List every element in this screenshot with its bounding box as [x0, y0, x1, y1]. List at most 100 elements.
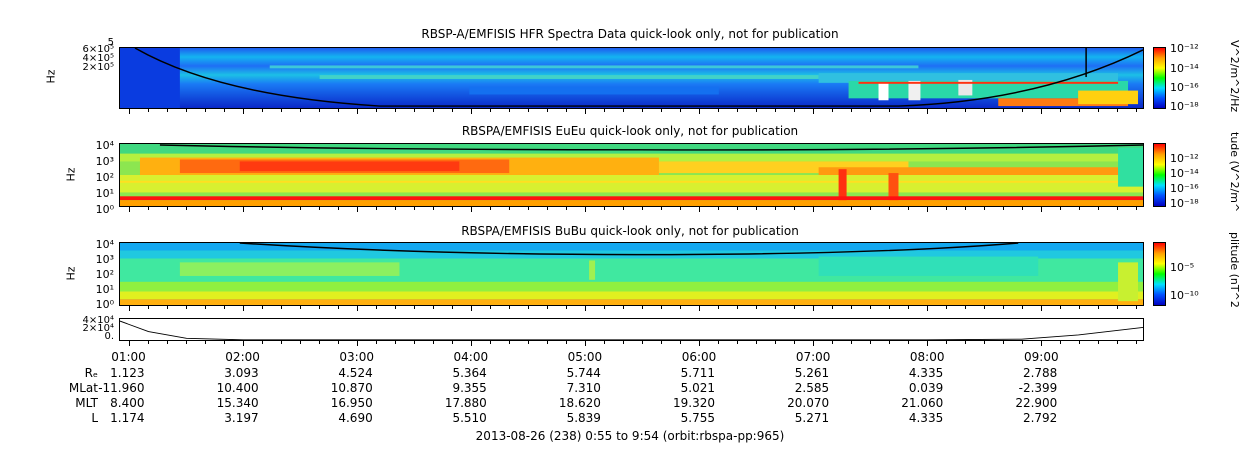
x-tick-mark: [1060, 109, 1062, 112]
x-tick-mark: [965, 341, 967, 344]
x-tick-mark: [337, 306, 339, 309]
x-tick-mark: [546, 306, 548, 309]
x-tick-mark: [318, 341, 320, 344]
x-tick-mark: [1041, 109, 1043, 114]
panel2-cbtick-1: 10⁻¹⁴: [1170, 167, 1199, 180]
ephemeris-value: 10.400: [216, 381, 259, 395]
x-tick-mark: [375, 207, 377, 210]
x-tick-mark: [718, 306, 720, 309]
ephemeris-value: 1.174: [110, 411, 145, 425]
x-tick-mark: [470, 207, 472, 212]
x-tick-mark: [280, 306, 282, 309]
x-tick-mark: [451, 109, 453, 112]
panel2-cbtick-2: 10⁻¹⁶: [1170, 182, 1199, 195]
x-tick-mark: [356, 341, 358, 346]
x-tick-mark: [413, 306, 415, 309]
x-tick-mark: [737, 109, 739, 112]
time-label: 09:00: [1024, 350, 1059, 364]
x-tick-mark: [1041, 341, 1043, 346]
x-tick-mark: [394, 341, 396, 344]
x-tick-mark: [870, 341, 872, 344]
ephemeris-value: 21.060: [901, 396, 944, 410]
x-tick-mark: [832, 341, 834, 344]
x-tick-mark: [927, 306, 929, 311]
x-tick-mark: [984, 341, 986, 344]
ephemeris-value: 10.870: [330, 381, 373, 395]
x-tick-mark: [299, 207, 301, 210]
x-tick-mark: [394, 109, 396, 112]
ephemeris-value: 5.839: [566, 411, 601, 425]
panel2-trace-line: [159, 144, 1143, 151]
x-tick-mark: [946, 306, 948, 309]
x-tick-mark: [660, 341, 662, 344]
time-label: 03:00: [339, 350, 374, 364]
x-tick-mark: [622, 306, 624, 309]
ephemeris-value: 4.690: [338, 411, 373, 425]
x-tick-mark: [147, 109, 149, 112]
panel3-ytick-4: 10⁰: [95, 298, 114, 311]
x-tick-mark: [851, 306, 853, 309]
x-tick-mark: [794, 341, 796, 344]
x-tick-mark: [337, 109, 339, 112]
ephemeris-value: 0.039: [908, 381, 944, 395]
panel1-cbtick-2: 10⁻¹⁶: [1170, 81, 1199, 94]
x-tick-mark: [775, 306, 777, 309]
x-tick-mark: [756, 341, 758, 344]
x-tick-mark: [432, 341, 434, 344]
panel3-spectrogram: [119, 242, 1144, 306]
x-tick-mark: [813, 341, 815, 346]
ephemeris-value: 5.261: [794, 366, 830, 380]
x-tick-mark: [641, 207, 643, 210]
ephemeris-row-label: MLT: [75, 396, 98, 410]
x-tick-mark: [527, 207, 529, 210]
x-tick-mark: [147, 207, 149, 210]
x-tick-mark: [756, 207, 758, 210]
panel1-ylabel: Hz: [44, 69, 58, 84]
x-tick-mark: [261, 341, 263, 344]
x-tick-mark: [889, 341, 891, 344]
x-tick-mark: [508, 306, 510, 309]
x-tick-mark: [299, 341, 301, 344]
x-tick-mark: [984, 306, 986, 309]
x-tick-mark: [699, 341, 700, 346]
x-tick-mark: [1098, 306, 1100, 309]
ephemeris-value: 20.070: [787, 396, 830, 410]
x-tick-mark: [508, 207, 510, 210]
panel3-cbtick-0: 10⁻⁵: [1170, 261, 1195, 274]
x-tick-mark: [128, 341, 130, 346]
x-tick-mark: [470, 341, 472, 346]
x-tick-mark: [1041, 207, 1043, 212]
ephemeris-value: 5.755: [680, 411, 716, 425]
panel3-ytick-1: 10³: [95, 253, 114, 266]
panel2-ytick-0: 10⁴: [95, 139, 114, 152]
panel1-cbtick-1: 10⁻¹⁴: [1170, 62, 1199, 75]
x-tick-mark: [242, 341, 244, 346]
x-tick-mark: [280, 207, 282, 210]
x-tick-mark: [775, 109, 777, 112]
time-label: 07:00: [795, 350, 831, 364]
panel1-ytick-0: 6×10⁵: [82, 44, 114, 55]
panel1-cbtick-0: 10⁻¹²: [1170, 42, 1199, 55]
x-tick-mark: [318, 207, 320, 210]
x-tick-mark: [565, 109, 567, 112]
x-tick-mark: [489, 109, 491, 112]
x-tick-mark: [1136, 306, 1138, 309]
x-tick-mark: [337, 207, 339, 210]
x-tick-mark: [166, 207, 168, 210]
x-tick-mark: [223, 306, 225, 309]
x-tick-mark: [641, 341, 643, 344]
x-tick-mark: [679, 341, 681, 344]
ephemeris-value: 3.197: [224, 411, 259, 425]
x-tick-mark: [204, 207, 206, 210]
x-tick-mark: [1136, 207, 1138, 210]
x-tick-mark: [908, 306, 910, 309]
ephemeris-value: 1.123: [110, 366, 145, 380]
x-tick-mark: [185, 306, 187, 309]
x-tick-mark: [908, 341, 910, 344]
x-tick-mark: [756, 109, 758, 112]
x-tick-mark: [1136, 109, 1138, 112]
time-label: 04:00: [453, 350, 489, 364]
panel2-ytick-3: 10¹: [95, 187, 114, 200]
panel1-ytick-3: 2×10⁵: [82, 62, 114, 73]
x-tick-mark: [261, 306, 263, 309]
